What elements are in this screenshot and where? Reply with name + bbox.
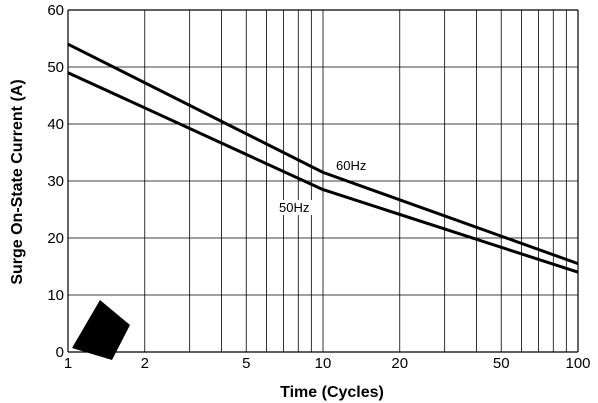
x-tick-label: 10 — [315, 355, 332, 372]
watermark — [72, 300, 130, 360]
label-60hz: 60Hz — [336, 158, 366, 173]
series-label-bg — [277, 200, 315, 215]
x-axis-title: Time (Cycles) — [280, 384, 384, 401]
y-tick-label: 10 — [47, 287, 64, 304]
x-tick-label: 5 — [242, 355, 250, 372]
y-tick-label: 20 — [47, 230, 64, 247]
label-50hz: 50Hz — [279, 200, 309, 215]
series-line-50Hz — [67, 71, 579, 274]
y-axis-title: Surge On-State Current (A) — [9, 79, 26, 284]
x-tick-label: 2 — [141, 355, 149, 372]
series-labels: 60Hz 50Hz — [277, 158, 372, 215]
y-tick-label: 30 — [47, 173, 64, 190]
x-tick-label: 50 — [493, 355, 510, 372]
y-tick-label: 40 — [47, 116, 64, 133]
y-tick-label: 50 — [47, 59, 64, 76]
series-lines — [67, 42, 579, 274]
series-label-bg — [334, 158, 372, 173]
tick-labels: 0 10 20 30 40 50 60 1 2 5 10 20 50 100 — [47, 2, 590, 372]
x-tick-label: 20 — [391, 355, 408, 372]
y-tick-label: 60 — [47, 2, 64, 19]
x-tick-label: 100 — [565, 355, 590, 372]
y-tick-label: 0 — [56, 344, 64, 361]
series-line-60Hz — [67, 42, 579, 266]
x-tick-label: 1 — [64, 355, 72, 372]
grid — [67, 9, 579, 353]
